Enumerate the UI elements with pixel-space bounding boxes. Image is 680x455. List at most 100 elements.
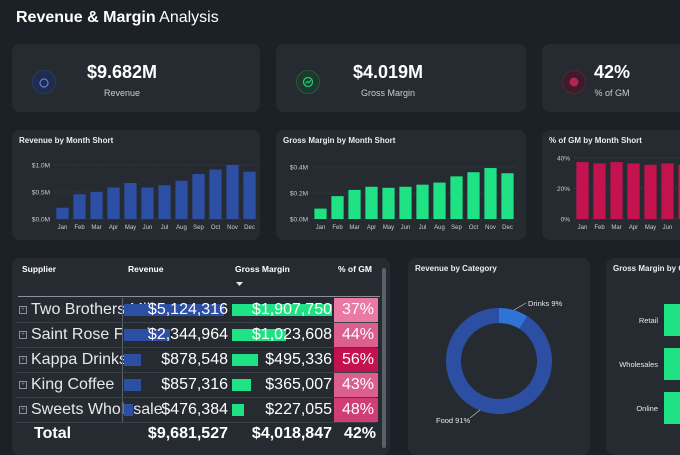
- x-tick-label: Dec: [244, 225, 255, 231]
- x-tick-label: Oct: [469, 225, 479, 231]
- table-row[interactable]: + Sweets Wholesale $476,384 $227,055 48%: [16, 398, 378, 423]
- x-tick-label: Aug: [434, 225, 445, 231]
- bar: [175, 180, 188, 219]
- kpi-card-revenue[interactable]: $9.682M Revenue: [12, 44, 260, 112]
- column-divider: [122, 373, 123, 397]
- bar: [226, 165, 239, 219]
- col-header-revenue[interactable]: Revenue: [128, 264, 164, 274]
- bar: [365, 186, 378, 219]
- kpi-label: Gross Margin: [360, 88, 415, 98]
- expand-icon[interactable]: +: [19, 406, 27, 414]
- expand-icon[interactable]: +: [19, 306, 27, 314]
- bar: [399, 186, 412, 219]
- chart-title: % of GM by Month Short: [549, 136, 642, 145]
- bar: [450, 176, 463, 219]
- money-bag-icon: [32, 70, 56, 94]
- expand-icon[interactable]: +: [19, 331, 27, 339]
- pct-value: 43%: [334, 373, 378, 397]
- revenue-value: $878,548: [161, 351, 228, 368]
- margin-value: $1,907,750: [251, 301, 332, 318]
- bar: [348, 189, 361, 219]
- bar: [644, 164, 657, 219]
- x-tick-label: Jun: [663, 225, 673, 231]
- expand-icon[interactable]: +: [19, 381, 27, 389]
- x-tick-label: Jul: [161, 225, 169, 231]
- bar: [331, 196, 344, 219]
- table-row[interactable]: + King Coffee $857,316 $365,007 43%: [16, 373, 378, 398]
- x-tick-label: Mar: [349, 225, 359, 231]
- supplier-table-card[interactable]: Supplier Revenue Gross Margin % of GM + T…: [12, 258, 390, 455]
- margin-bar: [232, 329, 286, 341]
- margin-bar: [232, 379, 251, 391]
- table-row[interactable]: + Kappa Drinks $878,548 $495,336 56%: [16, 348, 378, 373]
- revenue-by-category-donut: Drinks 9% Food 91%: [436, 299, 563, 425]
- pct-gm-by-month-card[interactable]: % of GM by Month Short 0% 20% 40% Jan Feb Mar…: [542, 130, 680, 240]
- table-row[interactable]: + Saint Rose Food $2,344,964 $1,023,608 44%: [16, 323, 378, 348]
- sort-desc-icon[interactable]: [236, 282, 243, 286]
- bar: [484, 168, 497, 219]
- kpi-card-pct-gm[interactable]: 42% % of GM: [542, 44, 680, 112]
- revenue-value: $476,384: [161, 401, 228, 418]
- category-label: Online: [636, 404, 658, 413]
- chart-title: Revenue by Category: [415, 264, 497, 273]
- x-tick-label: Jan: [316, 225, 326, 231]
- supplier-name: Saint Rose Food: [31, 326, 151, 343]
- x-tick-label: Sep: [193, 225, 204, 231]
- column-divider: [122, 298, 123, 322]
- revenue-by-category-card[interactable]: Revenue by Category Drinks 9% Food 91%: [408, 258, 590, 455]
- expand-icon[interactable]: +: [19, 356, 27, 364]
- revenue-by-month-card[interactable]: Revenue by Month Short $0.0M $0.5M $1.0M Ja…: [12, 130, 260, 240]
- header-divider: [18, 296, 380, 297]
- kpi-value: $4.019M: [352, 62, 424, 82]
- col-header-pct-gm[interactable]: % of GM: [338, 264, 372, 274]
- x-tick-label: Jan: [58, 225, 68, 231]
- table-scrollbar[interactable]: [382, 268, 386, 448]
- gross-margin-by-month-chart: $0.0M $0.2M $0.4M Jan Feb Mar Apr May Jun Jul Aug S…: [290, 165, 516, 231]
- bar: [209, 169, 222, 219]
- table-row[interactable]: + Two Brothers Mill $5,124,316 $1,907,750 37…: [16, 298, 378, 323]
- col-header-gross-margin[interactable]: Gross Margin: [235, 264, 290, 274]
- bar: [107, 187, 120, 219]
- total-pct: 42%: [343, 425, 376, 442]
- bar: [416, 184, 429, 219]
- gross-margin-by-month-card[interactable]: Gross Margin by Month Short $0.0M $0.2M $0…: [276, 130, 526, 240]
- slice-label: Drinks 9%: [528, 299, 563, 308]
- bar: [382, 187, 395, 219]
- margin-value: $365,007: [265, 376, 332, 393]
- gross-margin-by-channel-card[interactable]: Gross Margin by Ch Retail Wholesales Onlin…: [606, 258, 680, 455]
- chart-title: Gross Margin by Month Short: [283, 136, 396, 145]
- y-tick-label: $0.2M: [290, 191, 308, 198]
- total-margin: $4,018,847: [251, 425, 332, 442]
- bar: [664, 392, 680, 424]
- bar: [627, 163, 640, 219]
- margin-bar: [232, 354, 258, 366]
- y-tick-label: $1.0M: [32, 163, 50, 170]
- bar: [158, 185, 171, 219]
- total-label: Total: [34, 425, 72, 442]
- bar: [576, 162, 589, 219]
- pct-value: 37%: [334, 298, 378, 322]
- bar: [467, 172, 480, 219]
- bar: [90, 192, 103, 219]
- bar: [664, 348, 680, 380]
- revenue-bar: [124, 379, 141, 391]
- total-row: Total $9,681,527 $4,018,847 42%: [16, 422, 376, 446]
- x-tick-label: Sep: [451, 225, 462, 231]
- y-tick-label: 40%: [557, 156, 570, 163]
- revenue-bar: [124, 404, 133, 416]
- y-tick-label: 20%: [557, 186, 570, 193]
- y-tick-label: $0.0M: [32, 217, 50, 224]
- bar: [610, 162, 623, 219]
- x-tick-label: Jul: [419, 225, 427, 231]
- x-tick-label: May: [383, 225, 394, 231]
- revenue-bar: [124, 354, 141, 366]
- y-tick-label: $0.4M: [290, 165, 308, 172]
- revenue-value: $5,124,316: [147, 301, 228, 318]
- margin-value: $1,023,608: [251, 326, 332, 343]
- kpi-card-gross-margin[interactable]: $4.019M Gross Margin: [276, 44, 526, 112]
- x-tick-label: Jun: [401, 225, 411, 231]
- bar: [124, 183, 137, 219]
- x-tick-label: Jun: [143, 225, 153, 231]
- col-header-supplier[interactable]: Supplier: [22, 264, 57, 274]
- bar: [73, 194, 86, 219]
